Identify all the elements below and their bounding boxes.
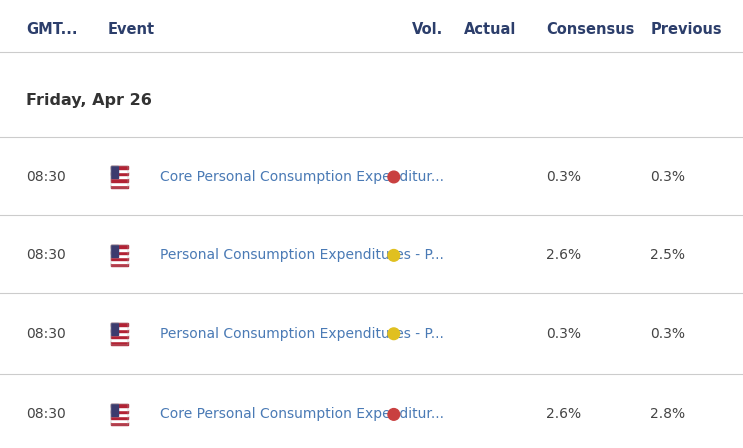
Bar bbox=[111, 338, 128, 341]
Bar bbox=[111, 413, 128, 416]
Text: GMT...: GMT... bbox=[26, 22, 77, 37]
Text: Personal Consumption Expenditures - P...: Personal Consumption Expenditures - P... bbox=[160, 248, 444, 263]
Bar bbox=[111, 181, 128, 185]
Bar bbox=[111, 404, 128, 425]
Bar bbox=[111, 419, 128, 422]
Bar bbox=[111, 263, 128, 266]
Text: Event: Event bbox=[108, 22, 155, 37]
Bar bbox=[111, 257, 128, 260]
Bar bbox=[111, 323, 128, 326]
Text: 08:30: 08:30 bbox=[26, 407, 65, 422]
Bar bbox=[111, 178, 128, 181]
Text: 08:30: 08:30 bbox=[26, 327, 65, 341]
Bar bbox=[111, 323, 128, 345]
Bar bbox=[111, 260, 128, 263]
Bar bbox=[111, 166, 128, 188]
Bar bbox=[111, 169, 128, 172]
Bar bbox=[111, 248, 128, 251]
Bar bbox=[111, 332, 128, 335]
Text: Previous: Previous bbox=[650, 22, 721, 37]
Bar bbox=[111, 422, 128, 425]
Bar bbox=[111, 326, 128, 329]
Bar bbox=[111, 404, 128, 407]
Text: 08:30: 08:30 bbox=[26, 248, 65, 263]
Bar bbox=[111, 335, 128, 338]
Text: Personal Consumption Expenditures - P...: Personal Consumption Expenditures - P... bbox=[160, 327, 444, 341]
Text: Core Personal Consumption Expenditur...: Core Personal Consumption Expenditur... bbox=[160, 407, 444, 422]
Bar bbox=[111, 185, 128, 188]
Bar bbox=[111, 245, 128, 266]
Bar bbox=[111, 416, 128, 419]
Text: 0.3%: 0.3% bbox=[546, 327, 581, 341]
Ellipse shape bbox=[388, 409, 400, 420]
Bar bbox=[111, 329, 128, 332]
Text: 2.6%: 2.6% bbox=[546, 407, 581, 422]
Ellipse shape bbox=[388, 171, 400, 183]
Text: 2.8%: 2.8% bbox=[650, 407, 685, 422]
Bar bbox=[111, 323, 118, 335]
Bar bbox=[111, 172, 128, 176]
Text: Consensus: Consensus bbox=[546, 22, 635, 37]
Text: 0.3%: 0.3% bbox=[546, 170, 581, 184]
Bar bbox=[111, 245, 128, 248]
Text: Actual: Actual bbox=[464, 22, 516, 37]
Bar bbox=[111, 407, 128, 410]
Bar bbox=[111, 410, 128, 413]
Bar bbox=[111, 341, 128, 345]
Bar bbox=[111, 251, 128, 254]
Text: Vol.: Vol. bbox=[412, 22, 444, 37]
Text: Friday, Apr 26: Friday, Apr 26 bbox=[26, 93, 152, 108]
Text: 2.6%: 2.6% bbox=[546, 248, 581, 263]
Bar bbox=[111, 166, 128, 169]
Ellipse shape bbox=[388, 250, 400, 261]
Bar bbox=[111, 254, 128, 257]
Text: 0.3%: 0.3% bbox=[650, 327, 685, 341]
Bar bbox=[111, 176, 128, 178]
Bar bbox=[111, 404, 118, 416]
Text: 08:30: 08:30 bbox=[26, 170, 65, 184]
Text: 2.5%: 2.5% bbox=[650, 248, 685, 263]
Text: 0.3%: 0.3% bbox=[650, 170, 685, 184]
Text: Core Personal Consumption Expenditur...: Core Personal Consumption Expenditur... bbox=[160, 170, 444, 184]
Bar bbox=[111, 245, 118, 257]
Ellipse shape bbox=[388, 328, 400, 340]
Bar bbox=[111, 166, 118, 178]
